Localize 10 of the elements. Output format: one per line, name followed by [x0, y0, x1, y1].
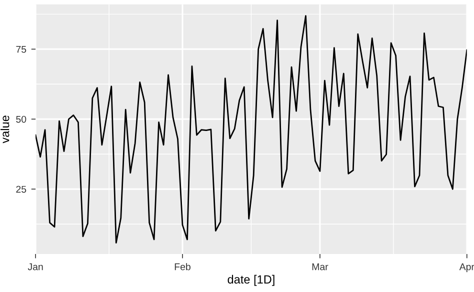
- y-tick-label: 50: [16, 116, 26, 123]
- y-axis-title: value: [0, 116, 10, 144]
- x-tick-label: Feb: [174, 263, 190, 270]
- x-axis-title: date [1D]: [228, 274, 274, 286]
- x-tick-label: Apr: [459, 263, 474, 272]
- x-tick-label: Jan: [28, 263, 43, 270]
- line-series: [36, 15, 467, 244]
- y-tick-label: 25: [16, 186, 26, 193]
- y-tick-label: 75: [16, 46, 26, 53]
- x-tick-label: Mar: [312, 263, 328, 270]
